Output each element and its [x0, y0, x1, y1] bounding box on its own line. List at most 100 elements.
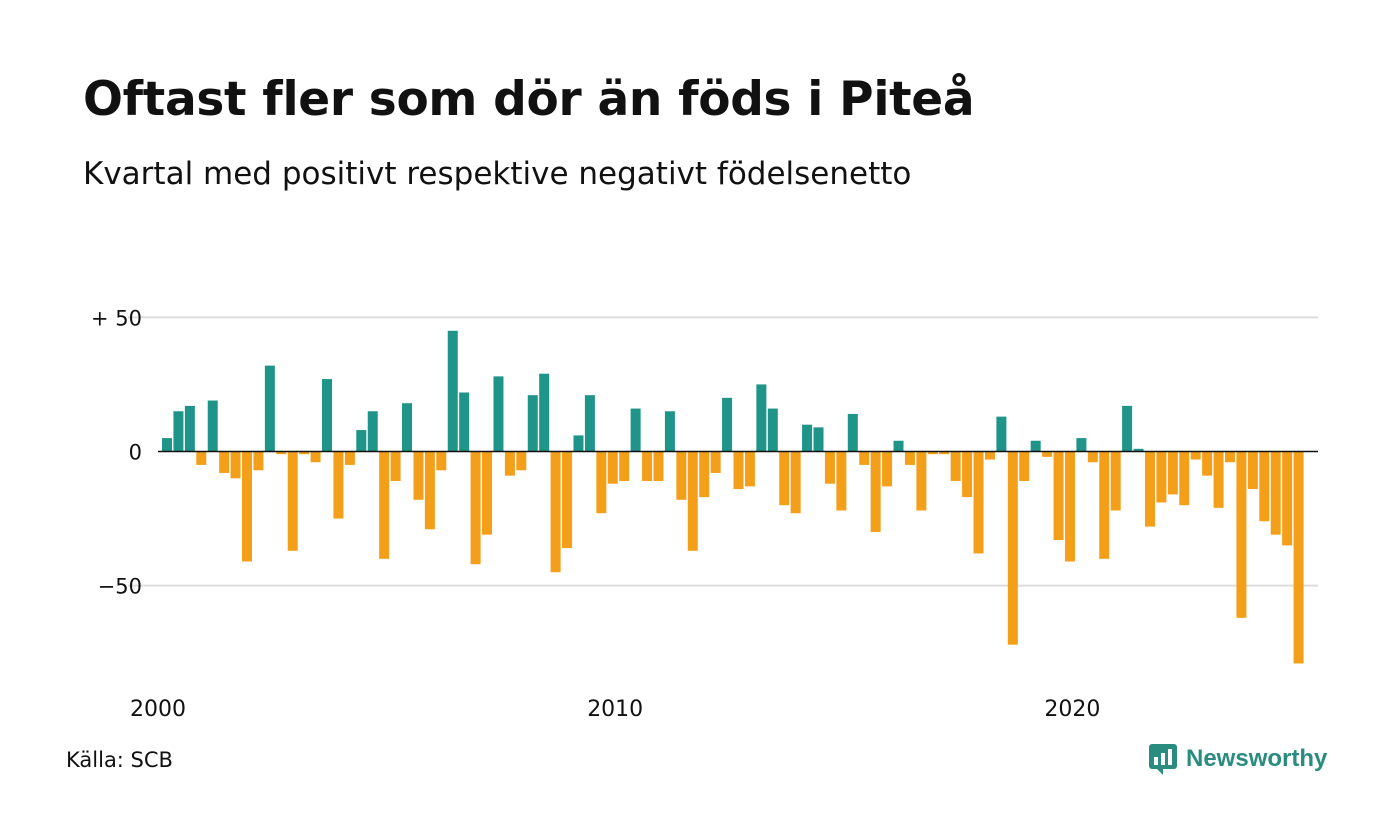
- bar: [344, 451, 355, 465]
- bar: [1030, 440, 1041, 452]
- bar: [962, 451, 973, 498]
- bar: [1122, 405, 1133, 452]
- brand-name: Newsworthy: [1186, 745, 1328, 772]
- bar: [1236, 451, 1247, 618]
- bar: [242, 451, 253, 562]
- bar: [1076, 438, 1087, 452]
- bar: [870, 451, 881, 532]
- bar: [482, 451, 493, 535]
- bar: [1087, 451, 1098, 463]
- bar: [904, 451, 915, 465]
- bar: [207, 400, 218, 452]
- bar: [619, 451, 630, 482]
- bar: [950, 451, 961, 482]
- bar: [790, 451, 801, 514]
- bar: [264, 365, 275, 452]
- chart-title: Oftast fler som dör än föds i Piteå: [83, 72, 975, 127]
- bar: [1213, 451, 1224, 508]
- bar: [367, 411, 378, 452]
- y-tick-label: 0: [129, 441, 142, 465]
- bar: [779, 451, 790, 506]
- bar: [939, 451, 950, 455]
- bar: [539, 373, 550, 452]
- bar: [676, 451, 687, 500]
- bar: [413, 451, 424, 500]
- bar: [1019, 451, 1030, 482]
- bar: [916, 451, 927, 511]
- bar: [1202, 451, 1213, 476]
- bar: [276, 451, 287, 455]
- bar: [493, 376, 504, 452]
- bar: [1053, 451, 1064, 541]
- bar: [1179, 451, 1190, 506]
- bar: [1133, 448, 1144, 452]
- bar: [390, 451, 401, 482]
- bar: [607, 451, 618, 484]
- bar: [1247, 451, 1258, 490]
- bar: [527, 395, 538, 452]
- bar: [927, 451, 938, 455]
- bar: [710, 451, 721, 473]
- bar: [1007, 451, 1018, 645]
- bar: [584, 395, 595, 452]
- bar: [973, 451, 984, 554]
- bar: [859, 451, 870, 465]
- chart-subtitle: Kvartal med positivt respektive negativt…: [83, 156, 912, 192]
- bar: [802, 424, 813, 452]
- bar: [813, 427, 824, 452]
- bar: [253, 451, 264, 471]
- bar: [516, 451, 527, 471]
- bar: [699, 451, 710, 498]
- bar: [1064, 451, 1075, 562]
- bar: [379, 451, 390, 559]
- bar: [173, 411, 184, 452]
- x-tick-label: 2010: [587, 697, 643, 722]
- bar: [1042, 451, 1053, 457]
- bar: [756, 384, 767, 452]
- bar: [162, 438, 172, 452]
- bar: [196, 451, 207, 465]
- bar: [550, 451, 561, 573]
- bar: [1099, 451, 1110, 559]
- x-tick-label: 2020: [1044, 697, 1100, 722]
- bar: [882, 451, 893, 487]
- bar: [436, 451, 447, 471]
- newsworthy-logo-icon: [1149, 744, 1177, 775]
- bar: [402, 403, 413, 452]
- bar: [504, 451, 515, 476]
- bar: [1156, 451, 1167, 503]
- bar: [664, 411, 675, 452]
- bar: [333, 451, 344, 519]
- bar: [1110, 451, 1121, 511]
- bar: [596, 451, 607, 514]
- bar: [184, 405, 195, 452]
- bar: [470, 451, 481, 565]
- x-tick-label: 2000: [130, 697, 186, 722]
- source-note: Källa: SCB: [66, 748, 173, 772]
- bar: [893, 440, 904, 452]
- bar: [356, 430, 367, 452]
- bar: [299, 451, 310, 455]
- bar: [767, 408, 778, 452]
- bar: [1224, 451, 1235, 463]
- bar: [322, 379, 333, 452]
- bar: [1259, 451, 1270, 522]
- bar: [642, 451, 653, 482]
- bar: [1167, 451, 1178, 495]
- bar: [1270, 451, 1281, 535]
- bar: [1144, 451, 1155, 527]
- bar: [722, 397, 733, 452]
- bar: [1293, 451, 1304, 664]
- bar: [847, 413, 858, 452]
- bar: [1190, 451, 1201, 460]
- bar: [424, 451, 435, 530]
- bar: [630, 408, 641, 452]
- bar: [287, 451, 298, 551]
- bar: [310, 451, 321, 463]
- bar: [984, 451, 995, 460]
- bar: [562, 451, 573, 549]
- bar: [733, 451, 744, 490]
- bar: [1282, 451, 1293, 546]
- bar: [824, 451, 835, 484]
